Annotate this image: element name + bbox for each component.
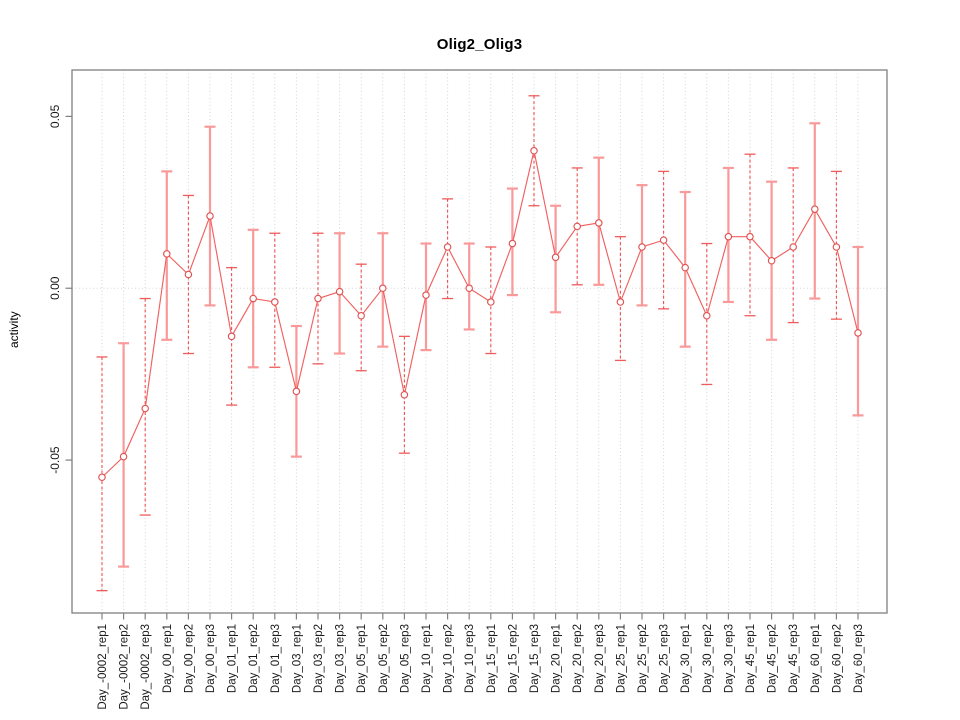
series-line xyxy=(101,150,859,478)
x-tick-label: Day_05_rep2 xyxy=(378,624,390,693)
data-point-marker xyxy=(271,298,279,306)
chart-title: Olig2_Olig3 xyxy=(436,36,523,53)
y-tick-label: -0.05 xyxy=(48,446,62,474)
data-point-marker xyxy=(443,243,452,251)
data-point-marker xyxy=(703,311,711,320)
data-point-marker xyxy=(789,243,797,251)
x-tick-label: Day_25_rep1 xyxy=(615,624,627,693)
data-point-marker xyxy=(551,253,560,262)
y-tick-label: 0.05 xyxy=(48,104,62,128)
x-tick-label: Day_00_rep1 xyxy=(162,624,174,693)
data-point-marker xyxy=(249,294,257,303)
x-tick-label: Day_03_rep2 xyxy=(313,624,325,693)
x-tick-label: Day_45_rep1 xyxy=(745,624,757,693)
x-tick-label: Day_45_rep2 xyxy=(767,624,779,693)
data-point-marker xyxy=(681,263,689,272)
x-tick-label: Day_20_rep2 xyxy=(572,624,584,693)
data-point-marker xyxy=(811,205,819,213)
x-tick-label: Day_15_rep2 xyxy=(507,624,519,693)
data-point-marker xyxy=(638,243,646,251)
x-tick-label: Day_45_rep3 xyxy=(788,624,800,693)
x-tick-label: Day_-0002_rep2 xyxy=(119,624,131,710)
x-tick-label: Day_15_rep1 xyxy=(486,624,498,693)
x-tick-label: Day_-0002_rep3 xyxy=(140,624,152,710)
x-tick-label: Day_05_rep3 xyxy=(399,624,411,693)
plot-frame xyxy=(71,69,888,614)
data-point-marker xyxy=(163,250,171,258)
data-point-marker xyxy=(767,256,776,265)
x-tick-label: Day_20_rep1 xyxy=(551,624,563,693)
x-tick-label: Day_20_rep3 xyxy=(594,624,606,693)
data-point-marker xyxy=(184,270,193,279)
x-tick-label: Day_25_rep2 xyxy=(637,624,649,693)
data-point-marker xyxy=(746,232,754,241)
data-point-marker xyxy=(616,298,625,306)
x-tick-label: Day_01_rep3 xyxy=(270,624,282,693)
data-point-marker xyxy=(724,232,733,241)
y-tick-label: 0.00 xyxy=(48,276,62,300)
x-tick-label: Day_30_rep1 xyxy=(680,624,692,693)
data-point-marker xyxy=(854,329,862,337)
x-tick-label: Day_30_rep3 xyxy=(723,624,735,693)
data-point-marker xyxy=(292,387,301,396)
x-tick-label: Day_10_rep3 xyxy=(464,624,476,693)
data-point-marker xyxy=(227,332,236,341)
data-point-marker xyxy=(141,404,149,413)
data-point-marker xyxy=(465,284,473,293)
data-point-marker xyxy=(400,390,409,399)
data-point-marker xyxy=(314,294,322,303)
data-point-marker xyxy=(98,473,106,482)
data-point-marker xyxy=(379,284,387,293)
y-axis-label: activity xyxy=(7,311,21,348)
data-point-marker xyxy=(206,212,214,220)
x-tick-label: Day_03_rep3 xyxy=(335,624,347,693)
data-point-marker xyxy=(530,146,538,155)
x-tick-label: Day_10_rep2 xyxy=(443,624,455,693)
x-tick-label: Day_00_rep3 xyxy=(205,624,217,693)
x-tick-label: Day_30_rep2 xyxy=(702,624,714,693)
data-point-marker xyxy=(573,222,581,231)
data-point-marker xyxy=(335,287,344,296)
x-tick-label: Day_01_rep2 xyxy=(248,624,260,693)
data-point-marker xyxy=(422,291,430,299)
data-point-marker xyxy=(119,452,128,461)
x-tick-label: Day_01_rep1 xyxy=(227,624,239,693)
x-tick-label: Day_-0002_rep1 xyxy=(97,624,109,710)
x-tick-label: Day_15_rep3 xyxy=(529,624,541,693)
data-point-marker xyxy=(832,243,841,251)
data-point-marker xyxy=(487,298,495,306)
x-tick-label: Day_60_rep1 xyxy=(810,624,822,693)
x-tick-label: Day_00_rep2 xyxy=(183,624,195,693)
data-point-marker xyxy=(508,239,517,248)
x-tick-label: Day_10_rep1 xyxy=(421,624,433,693)
x-tick-label: Day_03_rep1 xyxy=(291,624,303,693)
x-tick-label: Day_05_rep1 xyxy=(356,624,368,693)
data-point-marker xyxy=(357,311,365,320)
data-point-marker xyxy=(659,236,668,244)
x-tick-label: Day_60_rep2 xyxy=(831,624,843,693)
x-tick-label: Day_60_rep3 xyxy=(853,624,865,693)
x-tick-label: Day_25_rep3 xyxy=(659,624,671,693)
data-point-marker xyxy=(595,219,603,227)
